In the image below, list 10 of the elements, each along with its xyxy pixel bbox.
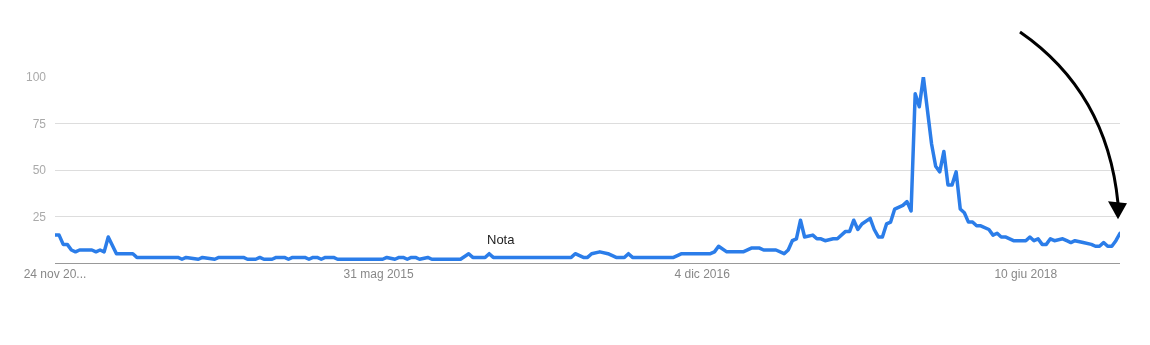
y-tick-label: 75 bbox=[32, 116, 47, 131]
y-tick-label: 25 bbox=[32, 209, 47, 224]
y-tick-label: 50 bbox=[32, 163, 47, 178]
annotation: Nota bbox=[487, 232, 516, 247]
x-tick-label: 31 mag 2015 bbox=[343, 267, 414, 282]
x-tick-label: 4 dic 2016 bbox=[674, 267, 731, 282]
x-tick-label: 24 nov 20... bbox=[23, 267, 87, 282]
line-series bbox=[55, 77, 1120, 262]
x-tick-label: 10 giu 2018 bbox=[994, 267, 1058, 282]
y-tick-label: 100 bbox=[25, 70, 47, 85]
